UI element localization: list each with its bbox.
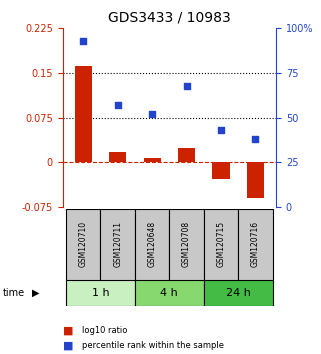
FancyBboxPatch shape bbox=[100, 209, 135, 280]
Point bbox=[150, 111, 155, 117]
Bar bbox=[109, 152, 126, 162]
Bar bbox=[143, 158, 161, 162]
FancyBboxPatch shape bbox=[66, 209, 100, 280]
Text: percentile rank within the sample: percentile rank within the sample bbox=[82, 341, 224, 350]
Bar bbox=[178, 148, 195, 162]
Text: 24 h: 24 h bbox=[226, 288, 251, 298]
FancyBboxPatch shape bbox=[135, 280, 204, 306]
Text: log10 ratio: log10 ratio bbox=[82, 326, 127, 336]
Point bbox=[218, 127, 223, 133]
Text: GSM120648: GSM120648 bbox=[148, 221, 157, 267]
Text: GSM120710: GSM120710 bbox=[79, 221, 88, 267]
Bar bbox=[75, 66, 92, 162]
Text: GSM120715: GSM120715 bbox=[216, 221, 225, 267]
FancyBboxPatch shape bbox=[135, 209, 169, 280]
Text: time: time bbox=[3, 288, 25, 298]
FancyBboxPatch shape bbox=[238, 209, 273, 280]
Text: GSM120716: GSM120716 bbox=[251, 221, 260, 267]
Text: ■: ■ bbox=[63, 326, 73, 336]
Text: 1 h: 1 h bbox=[92, 288, 109, 298]
Text: GSM120711: GSM120711 bbox=[113, 221, 122, 267]
Text: GDS3433 / 10983: GDS3433 / 10983 bbox=[108, 11, 231, 25]
Point bbox=[115, 102, 120, 108]
Bar bbox=[247, 162, 264, 198]
Text: ■: ■ bbox=[63, 340, 73, 350]
Point bbox=[184, 83, 189, 88]
Point bbox=[253, 136, 258, 142]
FancyBboxPatch shape bbox=[204, 209, 238, 280]
FancyBboxPatch shape bbox=[66, 280, 135, 306]
FancyBboxPatch shape bbox=[169, 209, 204, 280]
Text: 4 h: 4 h bbox=[160, 288, 178, 298]
Bar bbox=[213, 162, 230, 179]
Point bbox=[81, 38, 86, 44]
FancyBboxPatch shape bbox=[204, 280, 273, 306]
Text: GSM120708: GSM120708 bbox=[182, 221, 191, 267]
Text: ▶: ▶ bbox=[32, 288, 39, 298]
